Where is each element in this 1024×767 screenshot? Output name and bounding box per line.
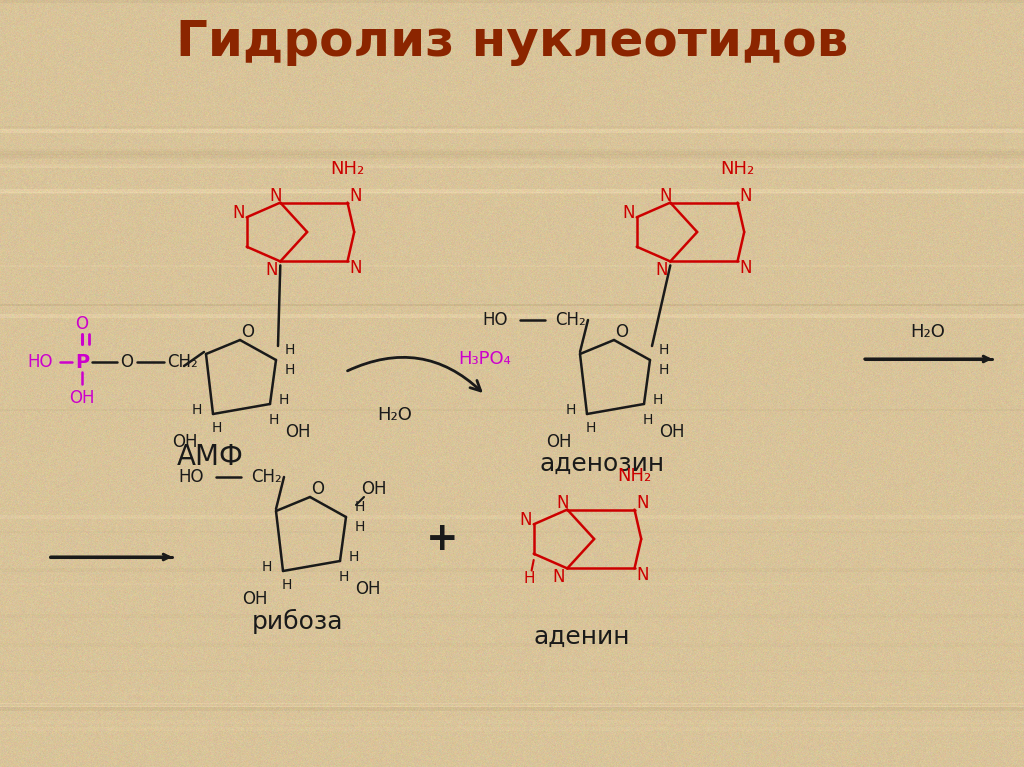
Text: OH: OH bbox=[243, 590, 267, 608]
Text: CH₂: CH₂ bbox=[251, 468, 282, 486]
Text: N: N bbox=[557, 494, 569, 512]
Text: N: N bbox=[349, 258, 362, 277]
Text: H: H bbox=[658, 343, 670, 357]
Text: H: H bbox=[566, 403, 577, 417]
Text: N: N bbox=[265, 261, 279, 278]
Text: N: N bbox=[637, 566, 649, 584]
Text: H₂O: H₂O bbox=[378, 406, 413, 424]
Text: OH: OH bbox=[355, 580, 381, 598]
Text: N: N bbox=[519, 511, 531, 529]
Text: OH: OH bbox=[286, 423, 310, 441]
Text: H: H bbox=[262, 560, 272, 574]
Text: H: H bbox=[354, 500, 366, 514]
Text: H: H bbox=[279, 393, 289, 407]
Text: N: N bbox=[622, 204, 635, 222]
Text: N: N bbox=[659, 187, 673, 206]
Text: H: H bbox=[586, 421, 596, 435]
Text: H: H bbox=[282, 578, 292, 592]
Text: H: H bbox=[523, 571, 536, 587]
Text: Гидролиз нуклеотидов: Гидролиз нуклеотидов bbox=[176, 18, 848, 66]
Text: CH₂: CH₂ bbox=[555, 311, 586, 329]
Text: H: H bbox=[354, 520, 366, 534]
Text: NH₂: NH₂ bbox=[331, 160, 365, 178]
Text: OH: OH bbox=[546, 433, 571, 451]
Text: H: H bbox=[191, 403, 202, 417]
Text: АМФ: АМФ bbox=[176, 443, 244, 471]
Text: P: P bbox=[75, 353, 89, 371]
Text: OH: OH bbox=[361, 480, 387, 498]
Text: N: N bbox=[655, 261, 668, 278]
Text: H₃PO₄: H₃PO₄ bbox=[459, 350, 511, 368]
Text: OH: OH bbox=[172, 433, 198, 451]
Text: +: + bbox=[426, 520, 459, 558]
Text: H: H bbox=[212, 421, 222, 435]
Text: N: N bbox=[349, 187, 362, 206]
Text: H: H bbox=[285, 343, 295, 357]
Text: H: H bbox=[653, 393, 664, 407]
Text: OH: OH bbox=[659, 423, 685, 441]
Text: O: O bbox=[311, 480, 325, 498]
Text: H: H bbox=[339, 570, 349, 584]
Text: H: H bbox=[349, 550, 359, 564]
Text: рибоза: рибоза bbox=[252, 608, 344, 634]
Text: OH: OH bbox=[70, 389, 95, 407]
Text: NH₂: NH₂ bbox=[617, 467, 651, 485]
FancyArrowPatch shape bbox=[347, 357, 480, 391]
Text: H: H bbox=[269, 413, 280, 427]
Text: N: N bbox=[232, 204, 245, 222]
Text: H: H bbox=[643, 413, 653, 427]
Text: HO: HO bbox=[178, 468, 204, 486]
Text: H: H bbox=[658, 363, 670, 377]
Text: NH₂: NH₂ bbox=[720, 160, 755, 178]
Text: N: N bbox=[739, 258, 753, 277]
Text: N: N bbox=[637, 494, 649, 512]
Text: аденозин: аденозин bbox=[540, 452, 665, 476]
Text: CH₂: CH₂ bbox=[167, 353, 198, 371]
Text: O: O bbox=[121, 353, 133, 371]
Text: H₂O: H₂O bbox=[910, 323, 945, 341]
Text: O: O bbox=[242, 323, 255, 341]
Text: HO: HO bbox=[28, 353, 53, 371]
Text: N: N bbox=[739, 187, 753, 206]
Text: O: O bbox=[76, 315, 88, 333]
Text: HO: HO bbox=[482, 311, 508, 329]
Text: N: N bbox=[553, 568, 565, 586]
Text: O: O bbox=[615, 323, 629, 341]
Text: H: H bbox=[285, 363, 295, 377]
Text: N: N bbox=[270, 187, 283, 206]
Text: аденин: аденин bbox=[534, 625, 630, 649]
